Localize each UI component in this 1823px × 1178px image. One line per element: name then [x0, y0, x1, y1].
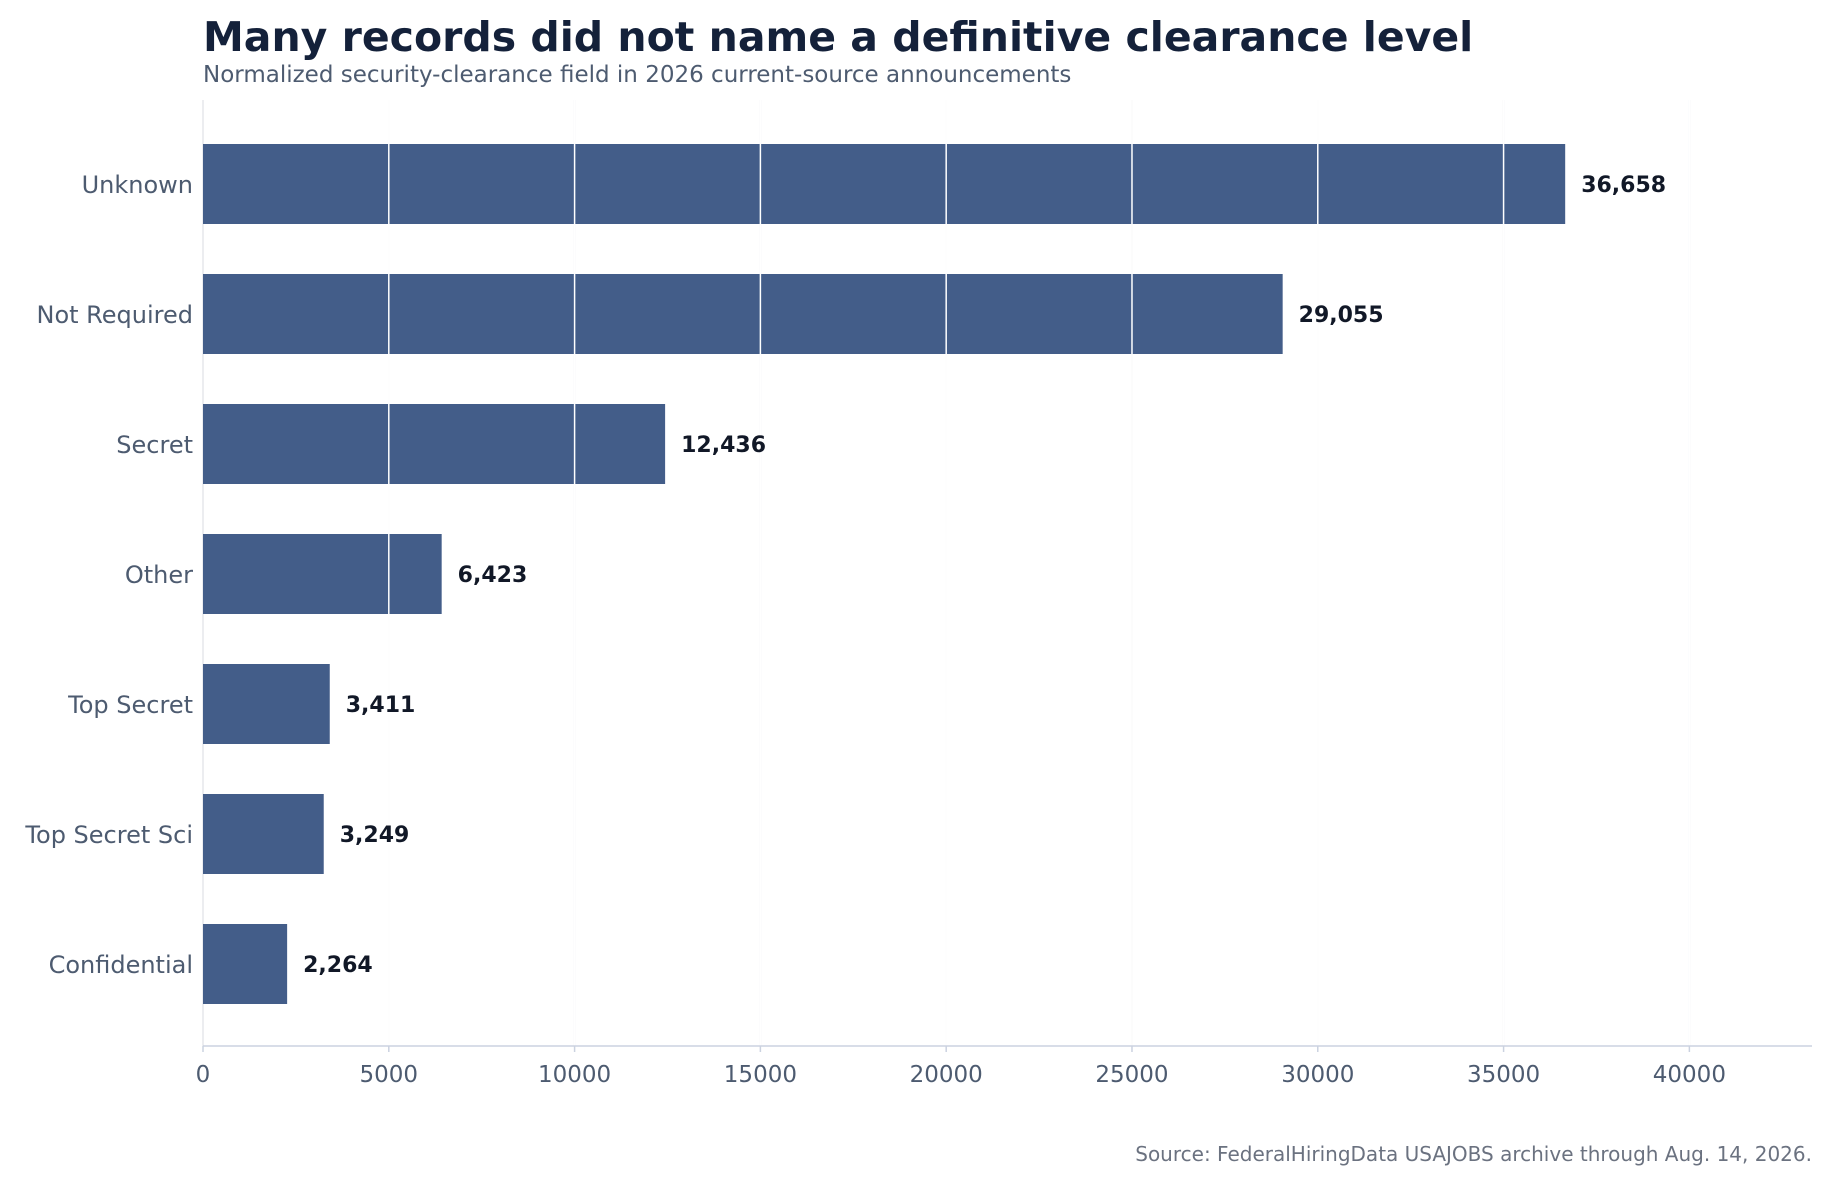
category-label: Confidential — [49, 951, 193, 979]
value-labels: 36,658 29,055 12,436 6,423 3,411 3,249 2,264 — [303, 173, 1666, 978]
bar-top-secret-sci — [203, 794, 324, 874]
value-label: 12,436 — [681, 433, 766, 458]
bar-unknown — [203, 144, 1566, 224]
x-tick-label: 10000 — [538, 1062, 611, 1088]
x-tick-label: 15000 — [724, 1062, 797, 1088]
category-label: Secret — [116, 431, 193, 459]
category-labels: Unknown Not Required Secret Other Top Secret… — [24, 171, 193, 979]
value-label: 3,411 — [346, 693, 416, 718]
value-label: 2,264 — [303, 953, 373, 978]
value-label: 6,423 — [458, 563, 528, 588]
bars — [203, 144, 1566, 1004]
category-label: Other — [125, 561, 193, 589]
x-tick-label: 40000 — [1653, 1062, 1726, 1088]
bar-not-required — [203, 274, 1283, 354]
category-label: Not Required — [37, 301, 194, 329]
value-label: 29,055 — [1299, 303, 1384, 328]
x-tick-label: 25000 — [1095, 1062, 1168, 1088]
x-tick-label: 35000 — [1467, 1062, 1540, 1088]
category-label: Top Secret — [67, 691, 193, 719]
x-axis-ticks: 0 5000 10000 15000 20000 25000 30000 35000 40000 — [196, 1046, 1726, 1088]
source-note: Source: FederalHiringData USAJOBS archiv… — [1135, 1142, 1812, 1166]
x-tick-label: 30000 — [1281, 1062, 1354, 1088]
category-label: Top Secret Sci — [24, 821, 193, 849]
x-tick-label: 0 — [196, 1062, 211, 1088]
value-label: 36,658 — [1581, 173, 1666, 198]
value-label: 3,249 — [340, 823, 410, 848]
chart-subtitle: Normalized security-clearance field in 2… — [203, 62, 1071, 88]
bar-secret — [203, 404, 666, 484]
x-tick-label: 20000 — [910, 1062, 983, 1088]
gridlines-overlay — [388, 100, 1691, 1046]
category-label: Unknown — [82, 171, 193, 199]
bar-confidential — [203, 924, 288, 1004]
x-tick-label: 5000 — [360, 1062, 419, 1088]
bar-other — [203, 534, 442, 614]
chart-title: Many records did not name a definitive c… — [203, 13, 1473, 61]
bar-top-secret — [203, 664, 330, 744]
